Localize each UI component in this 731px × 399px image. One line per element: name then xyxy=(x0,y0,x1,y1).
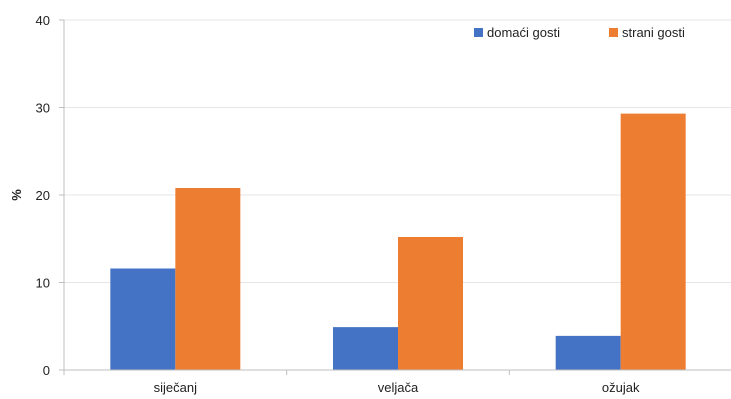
bar-strani-2 xyxy=(620,113,686,370)
y-axis-title-group: % xyxy=(9,189,24,201)
bars xyxy=(110,113,686,370)
y-tick-label-10: 10 xyxy=(36,276,50,291)
x-tick-label-2: ožujak xyxy=(602,380,640,395)
y-tick-label-30: 30 xyxy=(36,101,50,116)
axes xyxy=(63,20,731,371)
legend-swatch-domaci-gosti xyxy=(474,28,483,37)
legend-label-strani-gosti: strani gosti xyxy=(622,25,685,40)
bar-domaci-2 xyxy=(555,335,621,370)
x-tick-label-1: veljača xyxy=(378,380,419,395)
y-axis-title: % xyxy=(9,189,24,201)
bar-domaci-0 xyxy=(110,268,176,370)
legend-label-domaci-gosti: domaći gosti xyxy=(487,25,560,40)
y-tick-label-40: 40 xyxy=(36,13,50,28)
bar-strani-0 xyxy=(175,188,241,370)
x-axis-ticks: siječanj veljača ožujak xyxy=(63,370,640,395)
legend-swatch-strani-gosti xyxy=(609,28,618,37)
bar-strani-1 xyxy=(398,237,463,370)
x-tick-label-0: siječanj xyxy=(154,380,197,395)
y-tick-label-20: 20 xyxy=(36,188,50,203)
legend: domaći gosti strani gosti xyxy=(474,25,685,40)
y-tick-label-0: 0 xyxy=(43,363,50,378)
y-axis-ticks: 0 10 20 30 40 xyxy=(36,13,64,378)
bar-domaci-1 xyxy=(333,327,398,370)
